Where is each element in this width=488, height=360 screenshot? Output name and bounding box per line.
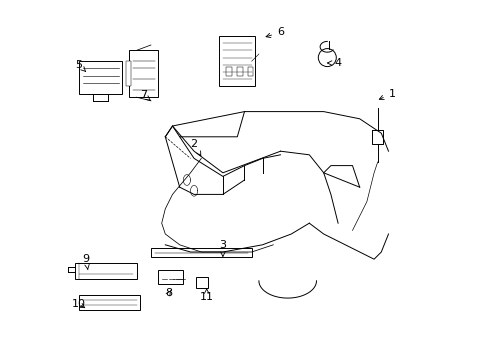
FancyBboxPatch shape bbox=[129, 50, 158, 97]
FancyBboxPatch shape bbox=[151, 248, 251, 257]
Text: 9: 9 bbox=[82, 254, 89, 270]
Text: 2: 2 bbox=[190, 139, 201, 156]
FancyBboxPatch shape bbox=[226, 67, 231, 76]
FancyBboxPatch shape bbox=[247, 67, 253, 76]
FancyBboxPatch shape bbox=[196, 277, 208, 288]
FancyBboxPatch shape bbox=[237, 67, 242, 76]
Text: 7: 7 bbox=[140, 90, 150, 100]
Text: 6: 6 bbox=[265, 27, 284, 37]
Text: 1: 1 bbox=[379, 89, 395, 99]
FancyBboxPatch shape bbox=[79, 295, 140, 310]
Text: 4: 4 bbox=[327, 58, 341, 68]
Circle shape bbox=[318, 49, 336, 67]
Text: 11: 11 bbox=[199, 289, 213, 302]
FancyBboxPatch shape bbox=[75, 263, 136, 279]
Text: 8: 8 bbox=[165, 288, 172, 298]
FancyBboxPatch shape bbox=[125, 61, 131, 86]
FancyBboxPatch shape bbox=[158, 270, 183, 284]
FancyBboxPatch shape bbox=[79, 61, 122, 94]
Text: 10: 10 bbox=[72, 299, 86, 309]
Text: 3: 3 bbox=[219, 240, 226, 256]
Text: 5: 5 bbox=[75, 60, 85, 71]
FancyBboxPatch shape bbox=[219, 36, 255, 86]
